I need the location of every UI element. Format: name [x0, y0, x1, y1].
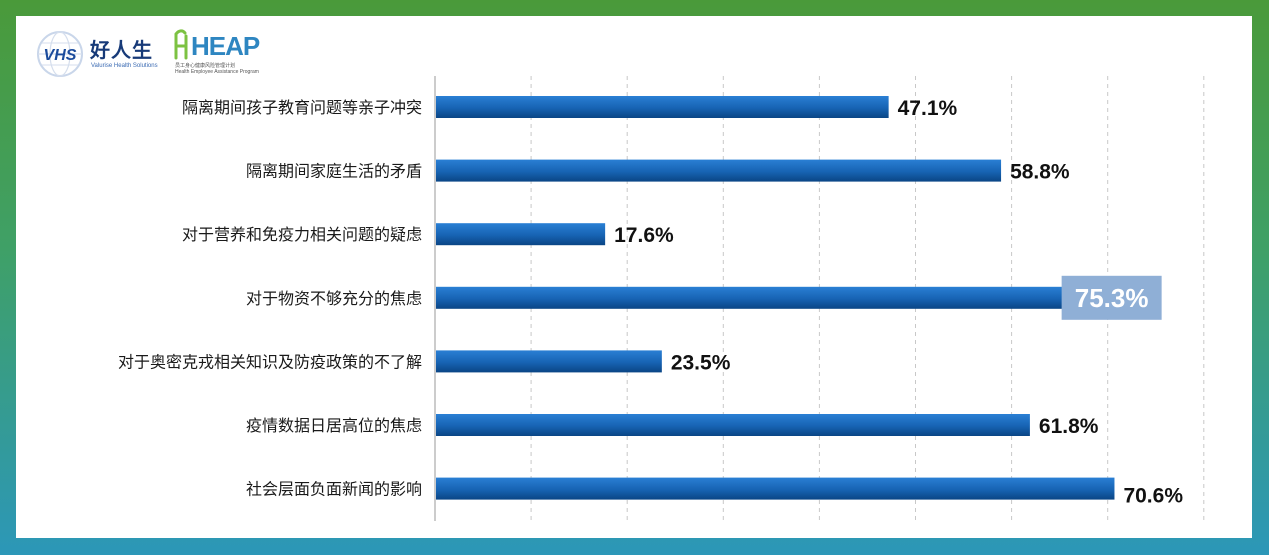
value-label: 17.6%	[614, 224, 674, 247]
heap-logo: HEAP 员工身心健康风险管理计划 Health Employee Assist…	[173, 28, 263, 78]
value-label: 61.8%	[1039, 415, 1099, 438]
category-label: 隔离期间孩子教育问题等亲子冲突	[182, 98, 422, 117]
labels: 隔离期间孩子教育问题等亲子冲突 47.1% 隔离期间家庭生活的矛盾 58.8% 对于营养…	[118, 97, 1183, 508]
bars	[436, 96, 1160, 500]
bar	[436, 350, 662, 373]
category-label: 对于奥密克戎相关知识及防疫政策的不了解	[118, 352, 422, 371]
value-label: 58.8%	[1010, 161, 1070, 184]
vhs-logo: VHS 好人生 Valurise Health Solutions	[36, 30, 166, 80]
bar	[436, 414, 1030, 436]
heap-leaf-icon	[174, 29, 188, 60]
value-label: 23.5%	[671, 351, 731, 374]
value-label: 70.6%	[1123, 485, 1183, 508]
bar	[436, 286, 1160, 309]
gridlines	[530, 76, 1205, 521]
vhs-badge-text: VHS	[44, 47, 77, 64]
category-label: 对于物资不够充分的焦虑	[246, 289, 422, 308]
slide-panel: VHS 好人生 Valurise Health Solutions HEAP 员…	[16, 16, 1252, 538]
category-label: 对于营养和免疫力相关问题的疑虑	[182, 225, 422, 244]
category-label: 疫情数据日居高位的焦虑	[246, 416, 422, 435]
bar	[436, 477, 1115, 500]
heap-name-cn: 员工身心健康风险管理计划	[175, 63, 236, 69]
heap-wordmark: HEAP	[191, 31, 260, 61]
category-label: 隔离期间家庭生活的矛盾	[246, 162, 422, 181]
heap-name-en: Health Employee Assistance Program	[175, 69, 259, 75]
bar-chart: 隔离期间孩子教育问题等亲子冲突 47.1% 隔离期间家庭生活的矛盾 58.8% 对于营养…	[118, 76, 1205, 521]
vhs-name-en: Valurise Health Solutions	[91, 63, 158, 69]
category-label: 社会层面负面新闻的影响	[246, 480, 422, 499]
bar	[436, 96, 889, 118]
value-label: 47.1%	[898, 97, 958, 120]
vhs-globe-icon: VHS	[37, 31, 83, 77]
highlight-label-box	[1061, 275, 1162, 320]
vhs-name-cn: 好人生	[90, 38, 153, 62]
bar	[436, 223, 606, 246]
bar	[436, 159, 1002, 182]
value-label: 75.3%	[1075, 283, 1149, 313]
